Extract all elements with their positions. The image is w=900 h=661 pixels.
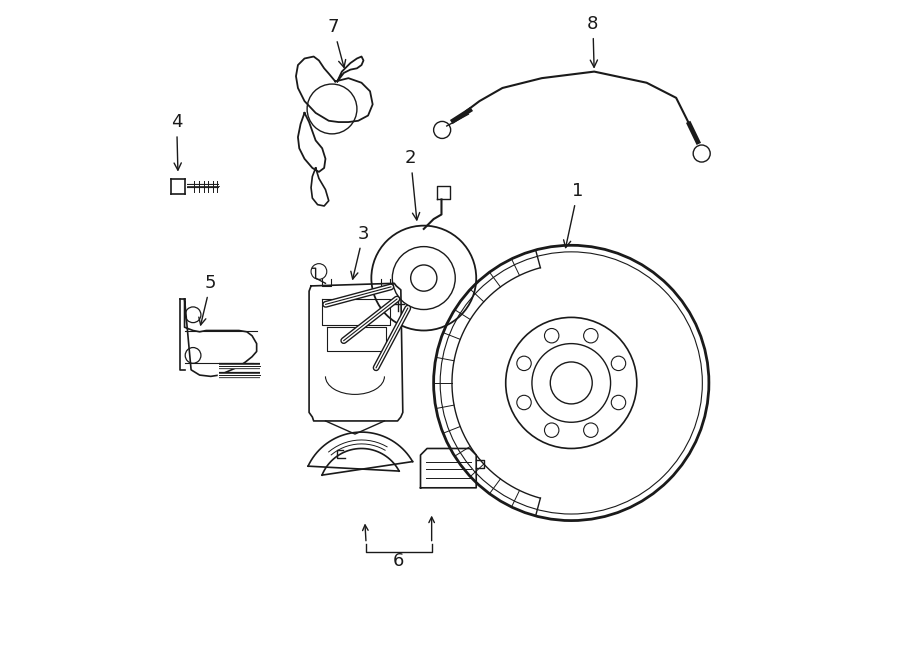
Text: 5: 5 bbox=[199, 274, 217, 325]
Text: 3: 3 bbox=[351, 225, 369, 279]
Text: 6: 6 bbox=[393, 553, 405, 570]
Text: 8: 8 bbox=[587, 15, 599, 67]
Text: 1: 1 bbox=[563, 182, 583, 248]
Text: 4: 4 bbox=[171, 113, 183, 170]
Text: 2: 2 bbox=[405, 149, 419, 220]
Text: 7: 7 bbox=[328, 19, 346, 67]
